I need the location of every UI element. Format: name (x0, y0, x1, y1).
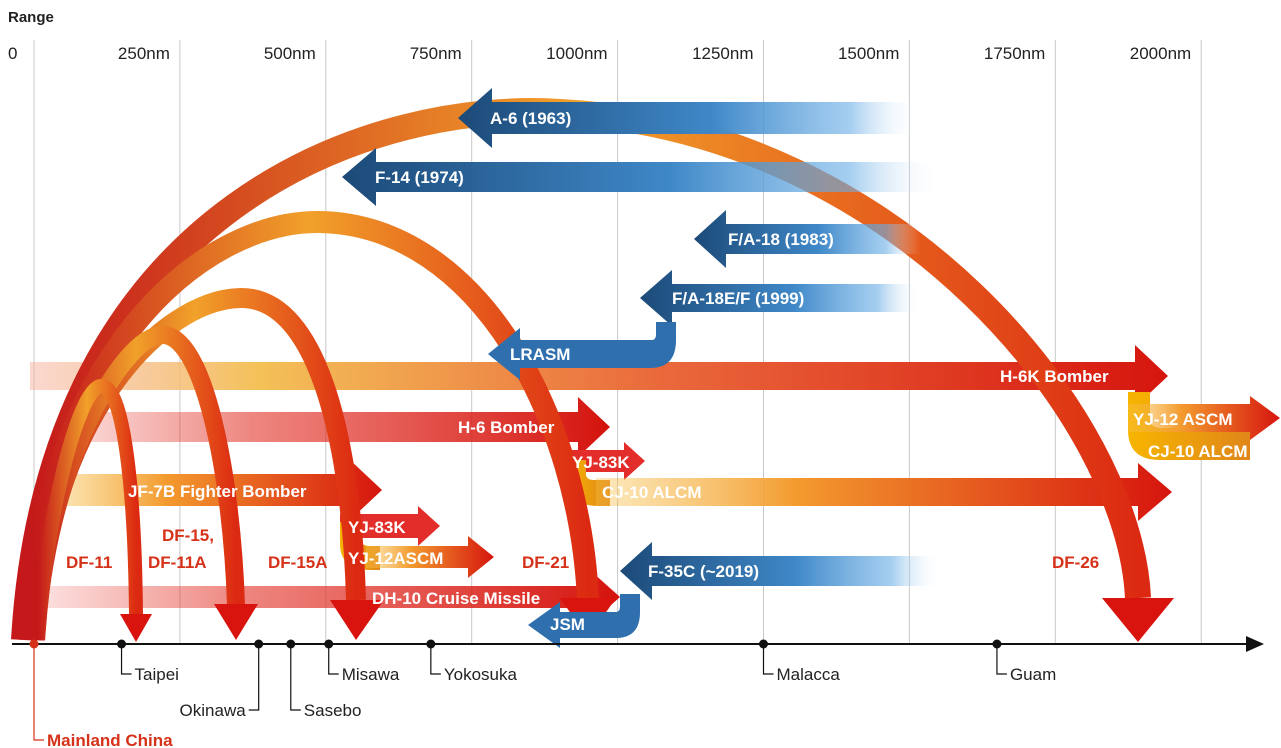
arrowhead-df15a (330, 600, 384, 640)
label-h6-bomber: H-6 Bomber (458, 418, 555, 437)
x-tick-label: 1500nm (838, 44, 899, 63)
label-yj83k-upper: YJ-83K (572, 453, 630, 472)
location-leader (290, 648, 301, 711)
location-leader (120, 648, 132, 675)
label-df15a: DF-15A (268, 553, 328, 572)
location-dot (286, 639, 296, 649)
bar-lrasm (488, 322, 676, 380)
label-df21: DF-21 (522, 553, 569, 572)
label-yj12ascm: YJ-12ASCM (348, 549, 443, 568)
label-df11: DF-11 (66, 553, 112, 572)
location-dot (117, 639, 127, 649)
location-leader (430, 648, 441, 675)
bar-fa18 (694, 210, 920, 268)
tick-labels: 0 250nm 500nm 750nm 1000nm 1250nm 1500nm 1750nm… (8, 44, 1191, 63)
bar-f14 (342, 148, 940, 206)
bar-h6k-bomber (30, 345, 1168, 407)
location-label: Malacca (777, 665, 841, 684)
location-leader (248, 648, 260, 711)
location-dot (992, 639, 1002, 649)
bar-dh10 (40, 572, 620, 622)
bar-jsm (528, 594, 640, 648)
location-label: Guam (1010, 665, 1056, 684)
location-dot (426, 639, 436, 649)
x-tick-label: 0 (8, 44, 17, 63)
label-cj10-alcm: CJ-10 ALCM (602, 483, 702, 502)
location-leader (762, 648, 774, 675)
range-axis-title: Range (8, 9, 54, 26)
x-tick-label: 250nm (118, 44, 170, 63)
label-h6k-bomber: H-6K Bomber (1000, 367, 1109, 386)
location-dot (324, 639, 334, 649)
bar-yj12ascm (366, 536, 494, 578)
bar-yj12-ascm-right (1128, 396, 1280, 440)
label-f14: F-14 (1974) (375, 168, 464, 187)
arc-df11 (31, 379, 143, 641)
x-tick-label: 1750nm (984, 44, 1045, 63)
label-fa18: F/A-18 (1983) (728, 230, 834, 249)
bar-yj83k-lower (340, 506, 440, 546)
x-tick-label: 500nm (264, 44, 316, 63)
bar-a6 (458, 88, 920, 148)
x-tick-label: 2000nm (1130, 44, 1191, 63)
china-air-bars (30, 345, 1280, 622)
location-label: Yokosuka (444, 665, 518, 684)
label-df15-line2: DF-11A (148, 553, 207, 572)
label-df26: DF-26 (1052, 553, 1099, 572)
label-cj10-alcm-right: CJ-10 ALCM (1148, 442, 1248, 461)
label-lrasm: LRASM (510, 345, 570, 364)
label-f35c: F-35C (~2019) (648, 562, 759, 581)
x-tick-label: 1000nm (546, 44, 607, 63)
location-label: Mainland China (47, 731, 173, 748)
x-tick-label: 750nm (410, 44, 462, 63)
bar-yj12-cj10-right (1128, 392, 1250, 460)
location-dot (29, 639, 39, 649)
label-a6: A-6 (1963) (490, 109, 571, 128)
label-dh10: DH-10 Cruise Missile (372, 589, 540, 608)
bar-cj10-alcm (596, 463, 1172, 521)
arrowhead-df26 (1102, 598, 1174, 642)
label-fa18ef: F/A-18E/F (1999) (672, 289, 804, 308)
location-label: Sasebo (304, 701, 362, 720)
location-leader (33, 648, 44, 741)
location-label: Misawa (342, 665, 400, 684)
bar-fa18ef (640, 270, 920, 326)
location-dot (254, 639, 264, 649)
location-dot (759, 639, 768, 649)
location-label: Taipei (135, 665, 179, 684)
arrowhead-df11 (120, 614, 152, 642)
label-yj83k-lower: YJ-83K (348, 518, 406, 537)
range-axis-arrow (1246, 636, 1264, 652)
location-leader (996, 648, 1007, 675)
label-jsm: JSM (550, 615, 585, 634)
us-navy-arrows (342, 88, 940, 648)
label-jf7b: JF-7B Fighter Bomber (128, 482, 307, 501)
arrowhead-df15 (214, 604, 258, 640)
location-label: Okinawa (180, 701, 247, 720)
bar-f35c (620, 542, 940, 600)
label-yj12-ascm-right: YJ-12 ASCM (1133, 410, 1233, 429)
x-tick-label: 1250nm (692, 44, 753, 63)
location-leader (328, 648, 339, 675)
label-df15-line1: DF-15, (162, 526, 214, 545)
